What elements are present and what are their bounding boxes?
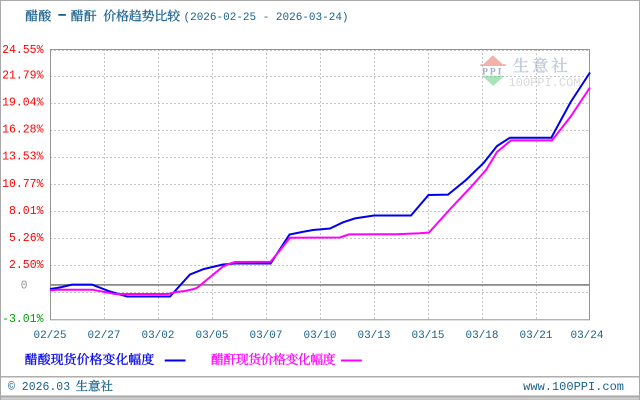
svg-text:03/24: 03/24: [570, 330, 603, 342]
svg-text:5.26%: 5.26%: [9, 232, 44, 245]
svg-text:03/18: 03/18: [465, 330, 498, 342]
svg-text:03/10: 03/10: [303, 330, 336, 342]
svg-text:-3.01%: -3.01%: [2, 313, 44, 326]
svg-text:13.53%: 13.53%: [2, 151, 44, 164]
svg-text:© 2026.03: © 2026.03: [8, 381, 70, 394]
svg-text:03/15: 03/15: [411, 330, 444, 342]
svg-text:03/21: 03/21: [519, 330, 552, 342]
svg-text:(2026-02-25 - 2026-03-24): (2026-02-25 - 2026-03-24): [184, 12, 349, 24]
svg-text:10.77%: 10.77%: [2, 178, 44, 191]
svg-text:03/02: 03/02: [141, 330, 174, 342]
svg-text:PPI: PPI: [482, 67, 503, 78]
svg-text:03/07: 03/07: [249, 330, 282, 342]
svg-text:02/25: 02/25: [33, 330, 66, 342]
svg-text:19.04%: 19.04%: [2, 97, 44, 110]
svg-text:02/27: 02/27: [87, 330, 120, 342]
svg-text:21.79%: 21.79%: [2, 70, 44, 83]
svg-text:16.28%: 16.28%: [2, 124, 44, 137]
svg-text:03/05: 03/05: [195, 330, 228, 342]
svg-text:24.55%: 24.55%: [2, 44, 44, 57]
svg-text:www.100PPI.com: www.100PPI.com: [523, 380, 624, 394]
svg-text:0: 0: [21, 280, 28, 293]
svg-text:2.50%: 2.50%: [9, 259, 44, 272]
svg-text:8.01%: 8.01%: [9, 205, 44, 218]
svg-text:03/13: 03/13: [357, 330, 390, 342]
svg-text:100PPI.COM: 100PPI.COM: [509, 76, 581, 90]
